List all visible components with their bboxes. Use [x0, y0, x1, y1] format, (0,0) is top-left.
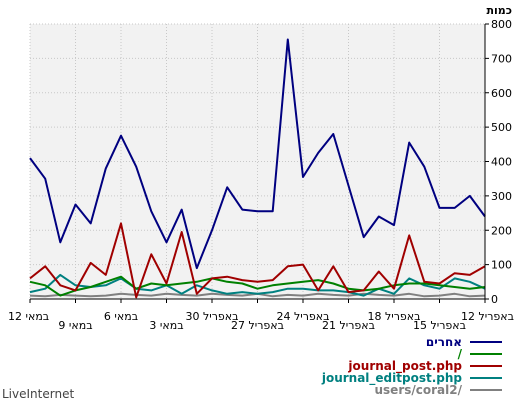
y-tick-label: 300 — [491, 190, 512, 203]
x-tick-label: 3 במאי — [149, 319, 183, 332]
legend-label: אחרים — [426, 335, 462, 349]
x-tick-label: 24 באפריל — [276, 310, 329, 323]
x-tick-label: 6 במאי — [104, 310, 138, 323]
series-layer — [29, 38, 486, 299]
y-tick-label: 400 — [491, 156, 512, 169]
y-tick-label: 800 — [491, 18, 512, 31]
legend: אחרים/journal_post.phpjournal_editpost.p… — [321, 335, 502, 397]
x-tick-label: 15 באפריל — [413, 319, 466, 332]
y-tick-label: 100 — [491, 259, 512, 272]
y-tick-label: 600 — [491, 87, 512, 100]
y-tick-label: 200 — [491, 224, 512, 237]
series-line — [29, 222, 486, 299]
y-tick-label: 700 — [491, 52, 512, 65]
x-tick-label: 27 באפריל — [231, 319, 284, 332]
legend-label: / — [458, 347, 463, 361]
series-line — [29, 273, 486, 297]
x-tick-label: 12 באפריל — [461, 310, 514, 323]
legend-label: users/coral2/ — [375, 383, 463, 397]
legend-label: journal_post.php — [347, 359, 462, 374]
brand-label: LiveInternet — [2, 387, 74, 401]
grid — [29, 23, 485, 299]
legend-label: journal_editpost.php — [321, 371, 463, 386]
series-line — [29, 275, 486, 297]
x-tick-label: 18 באפריל — [367, 310, 420, 323]
y-tick-label: 500 — [491, 121, 512, 134]
x-tick-label: 9 במאי — [58, 319, 92, 332]
y-tick-label: 0 — [491, 293, 498, 306]
x-tick-label: 30 באפריל — [185, 310, 238, 323]
x-tick-label: 12 במאי — [8, 310, 49, 323]
y-axis-label: כמות — [487, 4, 512, 17]
y-ticks: 0 100 200 300 400 500 600 700 800 — [485, 18, 512, 306]
series-line — [29, 38, 486, 270]
x-tick-label: 21 באפריל — [322, 319, 375, 332]
